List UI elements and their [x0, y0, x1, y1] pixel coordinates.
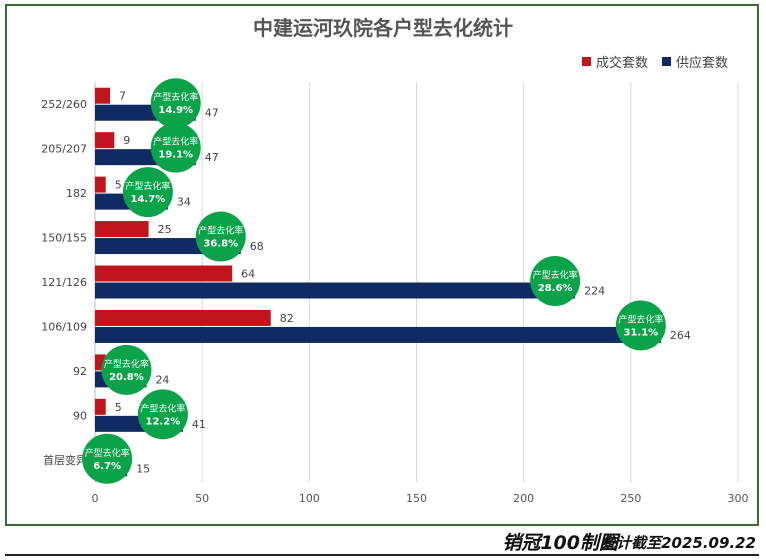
sell-through-label: 产型去化率 [153, 91, 198, 103]
bar-deals [95, 354, 106, 371]
sell-through-circle [122, 167, 173, 218]
legend-swatch-deals [581, 57, 591, 66]
legend-swatch-supply [661, 57, 671, 66]
sell-through-value: 36.8% [203, 239, 238, 250]
chart-title: 中建运河玖院各户型去化统计 [253, 16, 513, 40]
y-tick-label: 150/155 [41, 232, 87, 245]
legend-item-deals: 成交套数 [581, 52, 648, 71]
footer-rule [5, 554, 759, 556]
data-label-deals: 64 [241, 268, 255, 281]
bar-deals [95, 221, 149, 238]
sell-through-value: 14.9% [158, 105, 193, 116]
sell-through-circle [615, 300, 666, 351]
y-tick-label: 182 [66, 187, 87, 200]
legend-label-supply: 供应套数 [675, 56, 728, 71]
sell-through-circle [101, 344, 152, 395]
data-label-deals: 82 [280, 312, 294, 325]
sell-through-label: 产型去化率 [618, 313, 663, 325]
sell-through-value: 20.8% [109, 372, 144, 383]
footer-date: 统计截至2025.09.22 [601, 534, 756, 552]
sell-through-label: 产型去化率 [140, 402, 185, 414]
data-label-supply: 47 [205, 107, 219, 120]
bar-deals [95, 132, 115, 149]
bar-supply [95, 282, 576, 299]
sell-through-label: 产型去化率 [125, 180, 170, 192]
bar-supply [95, 326, 661, 343]
data-label-deals: 25 [158, 223, 172, 236]
data-label-supply: 47 [205, 151, 219, 164]
bar-deals [95, 176, 106, 193]
sell-through-circle [195, 211, 246, 262]
bar-deals [95, 309, 271, 326]
sell-through-label: 产型去化率 [85, 447, 130, 459]
y-tick-label: 121/126 [41, 276, 87, 289]
sell-through-value: 12.2% [146, 416, 181, 427]
chart-legend: 成交套数 供应套数 [574, 52, 728, 71]
sell-through-label: 产型去化率 [533, 269, 578, 281]
sell-through-circle [82, 433, 133, 484]
data-label-supply: 224 [584, 285, 605, 298]
sell-through-value: 28.6% [538, 283, 573, 294]
data-label-deals: 7 [119, 90, 126, 103]
x-tick-label: 150 [406, 492, 427, 505]
y-tick-label: 252/260 [41, 98, 87, 111]
sell-through-label: 产型去化率 [198, 225, 243, 237]
sell-through-label: 产型去化率 [153, 136, 198, 148]
bar-deals [95, 398, 106, 415]
bar-deals [95, 87, 111, 104]
sell-through-circle [150, 78, 201, 129]
chart-frame [5, 4, 759, 526]
y-tick-label: 106/109 [41, 320, 87, 333]
y-tick-label: 90 [73, 409, 87, 422]
data-label-supply: 34 [177, 196, 191, 209]
y-tick-label: 205/207 [41, 143, 87, 156]
sell-through-circle [530, 256, 581, 306]
footer-brand: 销冠100制图 [502, 532, 618, 554]
legend-item-supply: 供应套数 [661, 52, 728, 71]
footer: 销冠100制图 统计截至2025.09.22 [0, 527, 766, 560]
data-label-supply: 68 [250, 240, 264, 253]
sell-through-circle [150, 122, 201, 173]
legend-label-deals: 成交套数 [595, 56, 648, 71]
sell-through-value: 6.7% [93, 461, 121, 472]
data-label-supply: 15 [136, 462, 150, 475]
x-tick-label: 200 [513, 492, 534, 505]
x-tick-label: 250 [620, 492, 641, 505]
bar-deals [95, 265, 233, 282]
data-label-deals: 9 [123, 134, 130, 147]
y-tick-label: 首层变异 [43, 453, 87, 467]
sell-through-value: 14.7% [131, 194, 166, 205]
sell-through-circle [137, 389, 188, 440]
data-label-deals: 5 [115, 179, 122, 192]
y-tick-label: 92 [73, 365, 87, 378]
x-tick-label: 0 [92, 492, 99, 505]
x-tick-label: 300 [728, 492, 749, 505]
sell-through-label: 产型去化率 [104, 358, 149, 370]
data-label-supply: 41 [192, 418, 206, 431]
x-tick-label: 50 [195, 492, 209, 505]
sell-through-value: 31.1% [623, 327, 658, 338]
bar-chart: 0 50 100 150 200 250 300 252/260 7 47 产型去化率 14.9% 20… [41, 78, 749, 505]
x-tick-label: 100 [299, 492, 320, 505]
data-label-supply: 24 [155, 373, 169, 386]
data-label-deals: 5 [115, 401, 122, 414]
data-label-supply: 264 [670, 329, 691, 342]
sell-through-value: 19.1% [158, 150, 193, 161]
